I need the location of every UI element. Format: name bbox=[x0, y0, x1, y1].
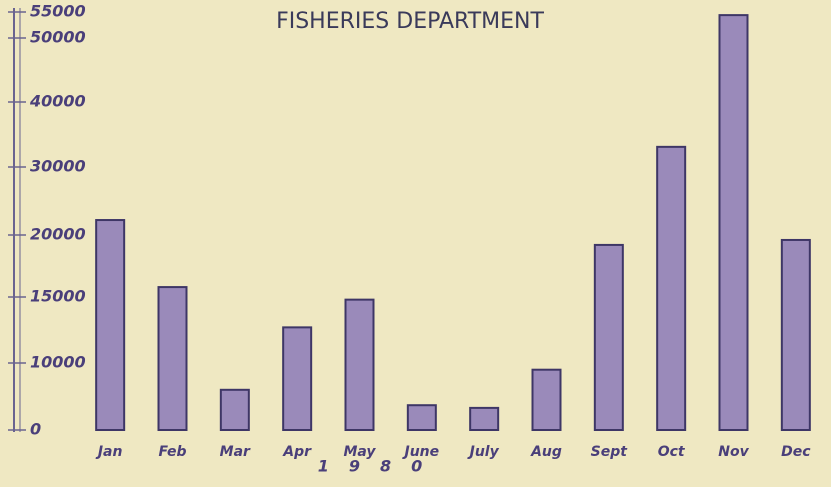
bar bbox=[219, 388, 250, 431]
y-tick-label: 40000 bbox=[29, 92, 86, 111]
bar bbox=[780, 238, 811, 431]
x-tick-label: Apr bbox=[282, 444, 312, 460]
x-tick-label: Dec bbox=[781, 444, 811, 460]
x-tick-label: Mar bbox=[220, 444, 251, 460]
chart-title: FISHERIES DEPARTMENT bbox=[276, 9, 544, 34]
y-tick-label: 30000 bbox=[30, 157, 86, 176]
bar bbox=[718, 14, 749, 432]
y-tick-label: 20000 bbox=[30, 225, 86, 244]
y-tick-label: 0 bbox=[30, 420, 41, 439]
bar bbox=[406, 404, 437, 431]
x-tick-label: Aug bbox=[530, 444, 562, 460]
y-tick-label: 10000 bbox=[30, 353, 86, 372]
x-tick-label: Jan bbox=[95, 444, 123, 460]
bar bbox=[656, 145, 687, 431]
x-tick-label: Sept bbox=[591, 444, 629, 460]
x-tick-label: Oct bbox=[658, 444, 686, 460]
x-tick-label: May bbox=[343, 444, 376, 460]
y-tick-label: 50000 bbox=[30, 28, 86, 47]
x-tick-label: Nov bbox=[718, 444, 749, 460]
bar bbox=[593, 243, 624, 431]
x-tick-label: Feb bbox=[159, 444, 187, 460]
bar bbox=[282, 326, 313, 431]
bar bbox=[531, 368, 562, 432]
year-label: 1980 bbox=[318, 457, 443, 476]
bar bbox=[469, 406, 500, 432]
x-tick-label: June bbox=[402, 444, 440, 460]
bar bbox=[157, 286, 188, 431]
x-tick-label: July bbox=[467, 444, 500, 460]
bar bbox=[344, 298, 375, 432]
y-tick-label: 55000 bbox=[30, 2, 86, 21]
y-tick-label: 15000 bbox=[30, 287, 86, 306]
bar bbox=[95, 219, 126, 431]
